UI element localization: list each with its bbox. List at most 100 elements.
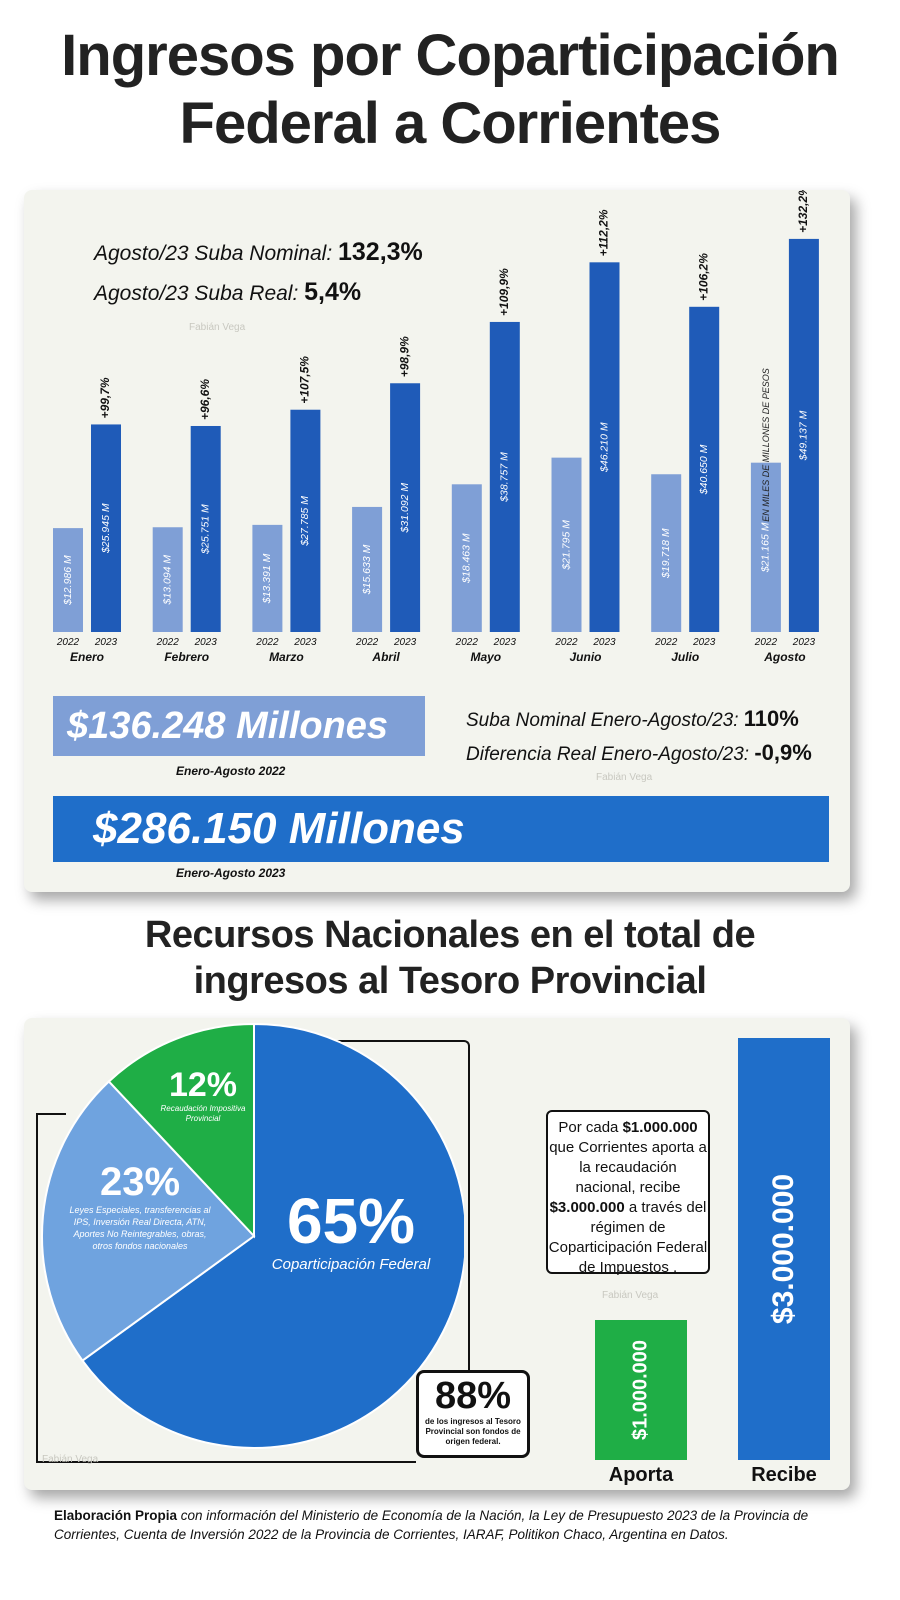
pie-slice-65 bbox=[81, 1022, 464, 1449]
watermark: Fabián Vega bbox=[602, 1290, 659, 1301]
frame-line bbox=[36, 1461, 416, 1463]
year-tick-label: 2022 bbox=[654, 637, 678, 648]
info-amount-1: $1.000.000 bbox=[622, 1119, 698, 1136]
growth-label: +132,2% bbox=[796, 190, 810, 233]
growth-label: +106,2% bbox=[696, 253, 710, 301]
pie-pct-12: 12% bbox=[168, 1066, 238, 1104]
bar-value-label: $25.751 M bbox=[199, 504, 211, 555]
bar-2022-mayo bbox=[451, 484, 482, 632]
total-2022-caption: Enero-Agosto 2022 bbox=[176, 764, 286, 778]
period-real-stat: Diferencia Real Enero-Agosto/23: -0,9% bbox=[466, 740, 812, 766]
august-nominal-value: 132,3% bbox=[338, 238, 423, 266]
source-bold: Elaboración Propia bbox=[54, 1508, 178, 1523]
year-tick-label: 2022 bbox=[554, 637, 578, 648]
bar-value-label: $15.633 M bbox=[361, 544, 373, 595]
bar-2023-agosto bbox=[788, 238, 819, 632]
year-tick-label: 2022 bbox=[56, 637, 80, 648]
pie-pct-65: 65% bbox=[286, 1185, 416, 1257]
month-label: Abril bbox=[371, 650, 400, 664]
year-tick-label: 2023 bbox=[692, 637, 716, 648]
month-label: Febrero bbox=[164, 650, 209, 664]
info-box: Por cada $1.000.000 que Corrientes aport… bbox=[546, 1110, 710, 1276]
month-label: Marzo bbox=[269, 650, 304, 664]
pie-text-12: Recaudación Impositiva Provincial bbox=[160, 1104, 246, 1123]
year-tick-label: 2022 bbox=[156, 637, 180, 648]
bar-value-label: $40.650 M bbox=[698, 444, 710, 495]
bar-value-label: $18.463 M bbox=[461, 533, 473, 584]
august-real-value: 5,4% bbox=[304, 278, 362, 306]
month-label: Mayo bbox=[470, 650, 501, 664]
bar-value-label: $21.795 M bbox=[560, 520, 572, 571]
info-text-3: a través del régimen de Coparticipación … bbox=[548, 1199, 708, 1276]
aporta-label: Aporta bbox=[608, 1464, 674, 1486]
bar-2023-marzo bbox=[290, 409, 321, 632]
info-text-1: Por cada bbox=[558, 1119, 623, 1136]
month-label: Agosto bbox=[763, 650, 805, 664]
bar-value-label: $21.165 M bbox=[760, 522, 772, 573]
bar-2023-abril bbox=[390, 383, 421, 632]
bar-2023-julio bbox=[689, 306, 720, 632]
source-text: con información del Ministerio de Econom… bbox=[54, 1508, 809, 1542]
bar-value-label: $38.757 M bbox=[499, 452, 511, 503]
source-note: Elaboración Propia con información del M… bbox=[54, 1506, 854, 1544]
resources-panel: 65% Coparticipación Federal 23% Leyes Es… bbox=[24, 1018, 850, 1490]
growth-label: +112,2% bbox=[597, 209, 611, 256]
page-title: Ingresos por Coparticipación Federal a C… bbox=[0, 22, 900, 158]
year-tick-label: 2023 bbox=[293, 637, 317, 648]
growth-label: +99,7% bbox=[98, 377, 112, 418]
frame-line bbox=[36, 1113, 66, 1115]
total-2022-value: $136.248 Millones bbox=[67, 705, 389, 747]
watermark: Fabián Vega bbox=[42, 1454, 99, 1465]
bar-2022-marzo bbox=[252, 524, 283, 632]
bar-value-label: $19.718 M bbox=[660, 528, 672, 579]
pie-pct-23: 23% bbox=[99, 1160, 181, 1204]
month-label: Julio bbox=[671, 650, 699, 664]
pie-slice-label-23: 23% Leyes Especiales, transferencias al … bbox=[64, 1160, 216, 1252]
period-nominal-value: 110% bbox=[743, 706, 799, 731]
total-2023-value: $286.150 Millones bbox=[93, 804, 465, 853]
bar-value-label: $12.986 M bbox=[62, 555, 74, 606]
period-nominal-stat: Suba Nominal Enero-Agosto/23: 110% bbox=[466, 706, 799, 732]
total-2022-box: $136.248 Millones bbox=[53, 696, 425, 756]
recibe-bar: $3.000.000 bbox=[738, 1038, 830, 1460]
year-tick-label: 2023 bbox=[792, 637, 816, 648]
period-real-label: Diferencia Real Enero-Agosto/23: bbox=[466, 744, 750, 765]
bar-2023-junio bbox=[589, 262, 620, 632]
frame-line bbox=[36, 1113, 38, 1463]
recibe-label: Recibe bbox=[751, 1464, 817, 1486]
growth-label: +96,6% bbox=[198, 379, 212, 420]
total-2023-box: $286.150 Millones bbox=[53, 796, 829, 862]
growth-label: +109,9% bbox=[497, 268, 511, 316]
total-2023-caption: Enero-Agosto 2023 bbox=[176, 866, 286, 880]
august-real-label: Agosto/23 Suba Real: bbox=[94, 282, 299, 305]
bar-chart-panel: Agosto/23 Suba Nominal: 132,3% Agosto/23… bbox=[24, 190, 850, 892]
pie-text-65: Coparticipación Federal bbox=[271, 1256, 431, 1273]
growth-label: +107,5% bbox=[298, 356, 312, 404]
aporta-value: $1.000.000 bbox=[629, 1339, 652, 1441]
period-real-value: -0,9% bbox=[754, 740, 812, 765]
bar-2023-febrero bbox=[190, 425, 221, 632]
frame-line bbox=[254, 1040, 470, 1372]
august-nominal-label: Agosto/23 Suba Nominal: bbox=[94, 242, 333, 265]
watermark: Fabián Vega bbox=[189, 322, 246, 333]
page-title-text: Ingresos por Coparticipación Federal a C… bbox=[61, 23, 840, 156]
month-label: Enero bbox=[70, 650, 104, 664]
period-nominal-label: Suba Nominal Enero-Agosto/23: bbox=[466, 710, 739, 731]
august-nominal-stat: Agosto/23 Suba Nominal: 132,3% bbox=[94, 238, 423, 267]
bar-value-label: $46.210 M bbox=[598, 422, 610, 473]
bar-2022-agosto bbox=[750, 462, 781, 632]
pie-slice-12 bbox=[107, 1022, 255, 1239]
pie-text-23: Leyes Especiales, transferencias al IPS,… bbox=[69, 1205, 211, 1251]
year-tick-label: 2023 bbox=[493, 637, 517, 648]
watermark: Fabián Vega bbox=[596, 772, 653, 783]
bar-chart: $12.986 M 2022 $25.945 M 2023 +99,7% Enero $13… bbox=[53, 190, 819, 664]
year-tick-label: 2022 bbox=[754, 637, 778, 648]
august-real-stat: Agosto/23 Suba Real: 5,4% bbox=[94, 278, 361, 307]
bar-2023-mayo bbox=[489, 321, 520, 632]
federal-share-pct: 88% bbox=[434, 1375, 512, 1417]
federal-share-box: 88% de los ingresos al Tesoro Provincial… bbox=[416, 1370, 530, 1458]
bar-value-label: $27.785 M bbox=[299, 496, 311, 547]
year-tick-label: 2023 bbox=[194, 637, 218, 648]
bar-value-label: $25.945 M bbox=[100, 503, 112, 554]
bar-2022-junio bbox=[551, 457, 582, 632]
